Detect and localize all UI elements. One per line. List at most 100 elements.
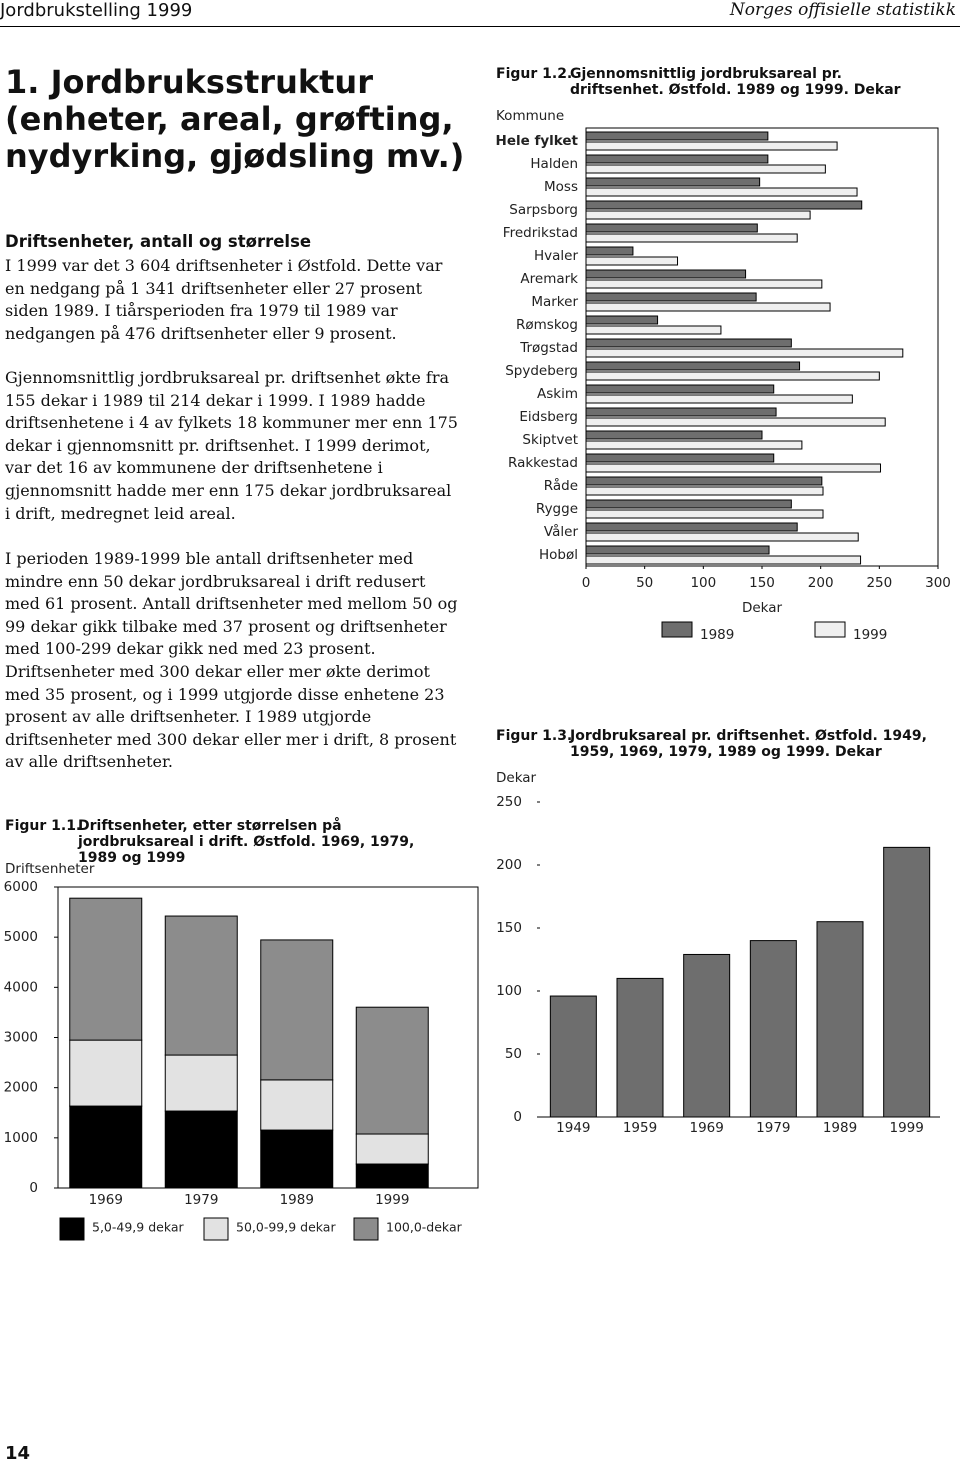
- bar: [585, 463, 882, 473]
- x-tick-label: 1949: [556, 1120, 590, 1136]
- x-tick-label: 1969: [89, 1192, 123, 1208]
- bar-segment: [164, 915, 238, 1056]
- bar: [683, 953, 731, 1118]
- x-tick-label: 1969: [689, 1120, 723, 1136]
- bar-segment: [260, 1079, 334, 1131]
- bar: [749, 940, 797, 1118]
- x-tick-label: 50: [636, 575, 653, 591]
- bar-segment: [164, 1054, 238, 1112]
- bar: [585, 200, 863, 210]
- x-tick-label: 1999: [889, 1120, 923, 1136]
- paragraph: I perioden 1989-1999 ble antall driftsen…: [5, 549, 458, 772]
- page-number: 14: [5, 1443, 31, 1464]
- x-tick-label: 300: [925, 575, 951, 591]
- bar: [585, 233, 798, 243]
- bar: [585, 246, 634, 256]
- y-axis-label: Dekar: [496, 770, 537, 786]
- y-tick-label: Råde: [544, 477, 578, 494]
- category-axis-label: Kommune: [496, 108, 564, 124]
- figure-label: Figur 1.1.: [5, 818, 82, 834]
- bar: [816, 921, 864, 1118]
- bar-segment: [260, 1129, 334, 1189]
- y-tick-label: Fredrikstad: [503, 225, 578, 241]
- y-tick-label: Askim: [537, 386, 578, 402]
- y-tick-label: 250: [496, 794, 522, 810]
- legend-swatch: [814, 621, 846, 638]
- y-tick-label: Moss: [544, 179, 578, 195]
- y-axis-label: Driftsenheter: [5, 861, 95, 877]
- bar-segment: [69, 1105, 143, 1189]
- x-tick-label: 1979: [184, 1192, 218, 1208]
- x-tick-label: 1979: [756, 1120, 790, 1136]
- bar: [585, 302, 831, 312]
- x-tick-label: 200: [808, 575, 834, 591]
- y-tick-label: Eidsberg: [519, 409, 578, 425]
- legend-swatch: [59, 1217, 85, 1241]
- figure-title: Driftsenheter, etter størrelsen på jordb…: [78, 818, 415, 866]
- y-tick-label: Skiptvet: [522, 432, 578, 448]
- bar: [585, 131, 769, 141]
- bar: [585, 394, 853, 404]
- x-tick-label: 1959: [623, 1120, 657, 1136]
- y-tick-label: 3000: [4, 1030, 38, 1046]
- bar: [585, 509, 824, 519]
- paragraph: Gjennomsnittlig jordbruksareal pr. drift…: [5, 368, 458, 523]
- subheading: Driftsenheter, antall og størrelse: [5, 232, 312, 251]
- y-tick-label: Trøgstad: [519, 340, 578, 356]
- y-tick-label: Hele fylket: [496, 133, 579, 149]
- bar: [585, 430, 763, 440]
- y-tick-label: Rygge: [536, 501, 578, 517]
- bar: [585, 545, 770, 555]
- legend-label: 1989: [700, 627, 734, 643]
- y-tick-label: Sarpsborg: [509, 202, 578, 218]
- y-tick-label: 1000: [4, 1130, 38, 1146]
- figure-title: Gjennomsnittlig jordbruksareal pr. drift…: [570, 66, 901, 98]
- bar: [585, 154, 769, 164]
- y-tick-label: 200: [496, 857, 522, 873]
- bar: [585, 453, 775, 463]
- y-tick-label: Aremark: [520, 271, 578, 287]
- bar: [585, 532, 859, 542]
- bar: [585, 292, 757, 302]
- y-tick-label: 100: [496, 983, 522, 999]
- bar-segment: [260, 939, 334, 1081]
- bar: [585, 384, 775, 394]
- x-tick-label: 150: [749, 575, 775, 591]
- bar: [585, 476, 823, 486]
- y-tick-label: 6000: [4, 879, 38, 895]
- figure-title: Jordbruksareal pr. driftsenhet. Østfold.…: [570, 728, 927, 760]
- bar: [585, 269, 747, 279]
- legend-label: 1999: [853, 627, 887, 643]
- bar: [585, 499, 792, 509]
- legend-label: 100,0-dekar: [386, 1220, 463, 1235]
- y-tick-label: Rakkestad: [508, 455, 578, 471]
- bar: [585, 338, 792, 348]
- y-tick-label: Rømskog: [516, 317, 578, 333]
- bar: [585, 440, 803, 450]
- bar: [585, 223, 758, 233]
- bar: [549, 995, 597, 1118]
- y-tick-label: Halden: [530, 156, 578, 172]
- y-tick-label: 150: [496, 920, 522, 936]
- y-tick-label: Spydeberg: [505, 363, 578, 379]
- bar: [585, 371, 880, 381]
- y-tick-label: Marker: [531, 294, 578, 310]
- x-tick-label: 1999: [375, 1192, 409, 1208]
- figure-label: Figur 1.3.: [496, 728, 573, 744]
- bar: [585, 361, 801, 371]
- legend-swatch: [661, 621, 693, 638]
- x-tick-label: 0: [582, 575, 591, 591]
- y-tick-label: Hvaler: [534, 248, 578, 264]
- x-tick-label: 1989: [280, 1192, 314, 1208]
- y-tick-label: Våler: [544, 523, 579, 540]
- bar: [585, 417, 886, 427]
- bar-segment: [69, 897, 143, 1041]
- bar-segment: [69, 1039, 143, 1107]
- bar: [585, 555, 862, 565]
- bar: [585, 256, 679, 266]
- bar: [585, 486, 824, 496]
- y-tick-label: 0: [29, 1180, 38, 1196]
- y-tick-label: 5000: [4, 929, 38, 945]
- x-tick-label: 250: [866, 575, 892, 591]
- bar: [585, 177, 761, 187]
